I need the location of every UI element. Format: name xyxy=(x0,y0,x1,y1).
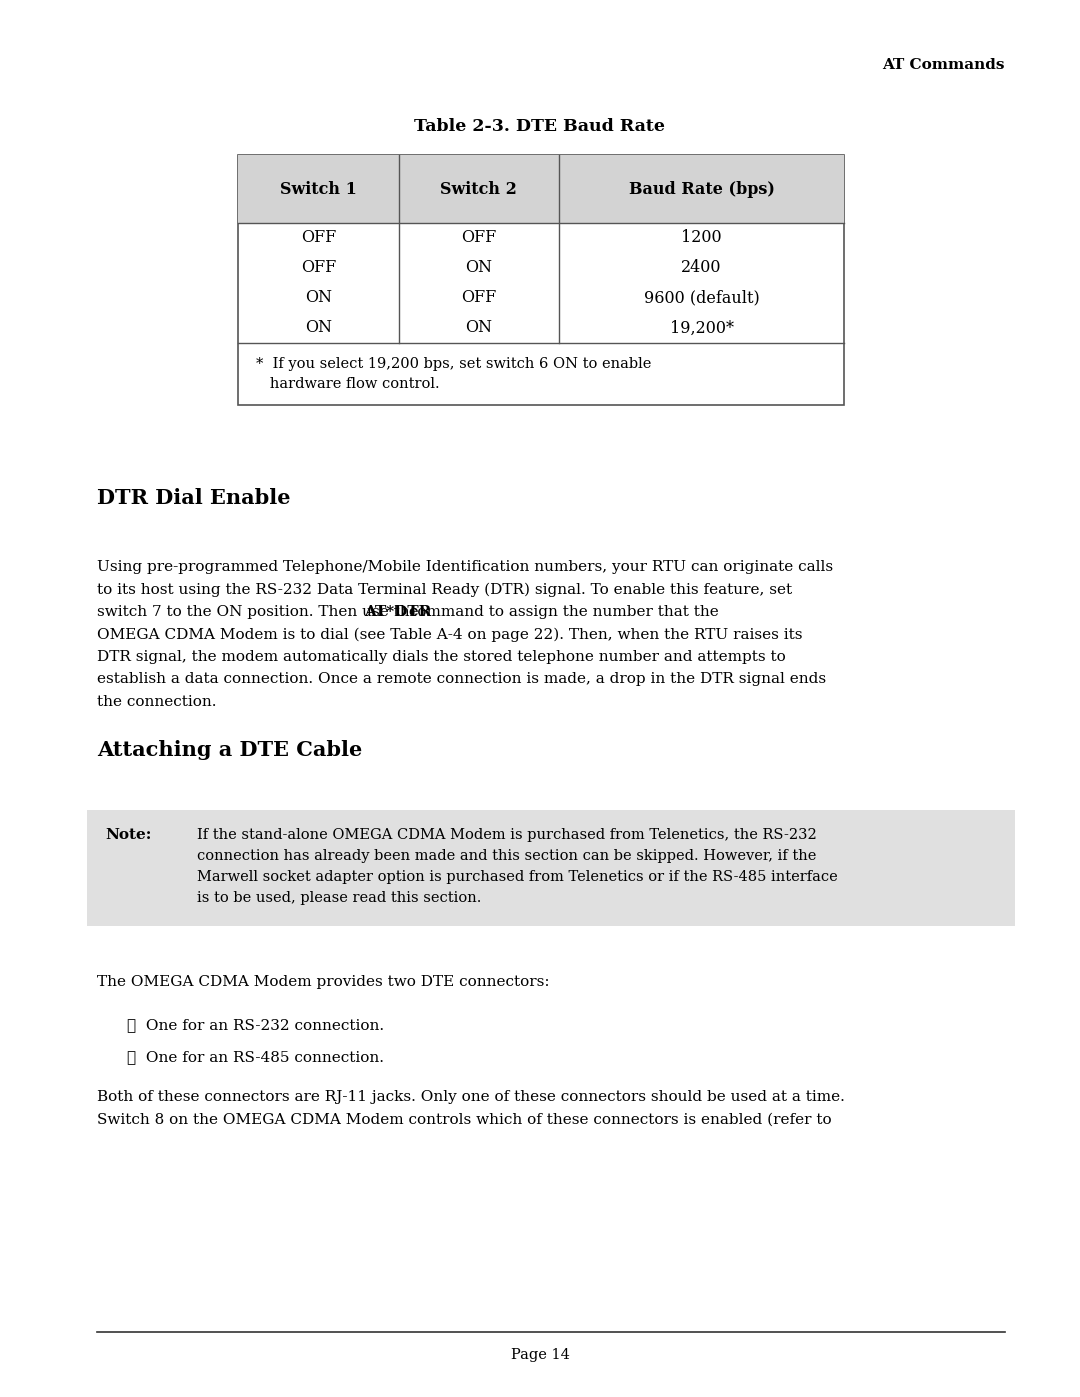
Text: hardware flow control.: hardware flow control. xyxy=(256,377,440,391)
Text: command to assign the number that the: command to assign the number that the xyxy=(404,605,718,619)
Text: AT*DTR: AT*DTR xyxy=(364,605,431,619)
Text: ON: ON xyxy=(465,260,492,277)
Text: OMEGA CDMA Modem is to dial (see Table A-4 on page 22). Then, when the RTU raise: OMEGA CDMA Modem is to dial (see Table A… xyxy=(97,627,802,641)
Text: OFF: OFF xyxy=(461,229,497,246)
Text: ❖  One for an RS-232 connection.: ❖ One for an RS-232 connection. xyxy=(127,1018,384,1032)
Text: OFF: OFF xyxy=(300,260,336,277)
Text: Page 14: Page 14 xyxy=(511,1348,569,1362)
Bar xyxy=(238,155,843,405)
Text: Baud Rate (bps): Baud Rate (bps) xyxy=(629,180,774,197)
Text: OFF: OFF xyxy=(461,289,497,306)
Text: connection has already been made and this section can be skipped. However, if th: connection has already been made and thi… xyxy=(197,849,816,863)
Text: Note:: Note: xyxy=(105,828,151,842)
Text: AT Commands: AT Commands xyxy=(882,59,1005,73)
Text: ON: ON xyxy=(465,320,492,337)
Text: 9600 (default): 9600 (default) xyxy=(644,289,759,306)
Text: DTR signal, the modem automatically dials the stored telephone number and attemp: DTR signal, the modem automatically dial… xyxy=(97,650,786,664)
Text: DTR Dial Enable: DTR Dial Enable xyxy=(97,488,291,509)
Bar xyxy=(238,155,843,224)
Text: Using pre-programmed Telephone/Mobile Identification numbers, your RTU can origi: Using pre-programmed Telephone/Mobile Id… xyxy=(97,560,833,574)
Text: 2400: 2400 xyxy=(681,260,721,277)
Text: ON: ON xyxy=(305,289,332,306)
Text: establish a data connection. Once a remote connection is made, a drop in the DTR: establish a data connection. Once a remo… xyxy=(97,672,826,686)
Text: Switch 1: Switch 1 xyxy=(280,180,356,197)
Text: switch 7 to the ON position. Then use the: switch 7 to the ON position. Then use th… xyxy=(97,605,423,619)
Text: Both of these connectors are RJ-11 jacks. Only one of these connectors should be: Both of these connectors are RJ-11 jacks… xyxy=(97,1090,845,1104)
Text: to its host using the RS-232 Data Terminal Ready (DTR) signal. To enable this fe: to its host using the RS-232 Data Termin… xyxy=(97,583,792,597)
Text: 19,200*: 19,200* xyxy=(670,320,733,337)
Text: Marwell socket adapter option is purchased from Telenetics or if the RS-485 inte: Marwell socket adapter option is purchas… xyxy=(197,870,838,884)
Text: Switch 2: Switch 2 xyxy=(441,180,517,197)
Bar xyxy=(87,810,1015,926)
Text: is to be used, please read this section.: is to be used, please read this section. xyxy=(197,891,482,905)
Text: OFF: OFF xyxy=(300,229,336,246)
Text: 1200: 1200 xyxy=(681,229,721,246)
Text: *  If you select 19,200 bps, set switch 6 ON to enable: * If you select 19,200 bps, set switch 6… xyxy=(256,358,651,372)
Text: If the stand-alone OMEGA CDMA Modem is purchased from Telenetics, the RS-232: If the stand-alone OMEGA CDMA Modem is p… xyxy=(197,828,816,842)
Text: ❖  One for an RS-485 connection.: ❖ One for an RS-485 connection. xyxy=(127,1051,384,1065)
Text: ON: ON xyxy=(305,320,332,337)
Text: The OMEGA CDMA Modem provides two DTE connectors:: The OMEGA CDMA Modem provides two DTE co… xyxy=(97,975,550,989)
Text: the connection.: the connection. xyxy=(97,694,216,710)
Text: Switch 8 on the OMEGA CDMA Modem controls which of these connectors is enabled (: Switch 8 on the OMEGA CDMA Modem control… xyxy=(97,1112,832,1126)
Text: Attaching a DTE Cable: Attaching a DTE Cable xyxy=(97,740,362,760)
Text: Table 2-3. DTE Baud Rate: Table 2-3. DTE Baud Rate xyxy=(415,117,665,136)
